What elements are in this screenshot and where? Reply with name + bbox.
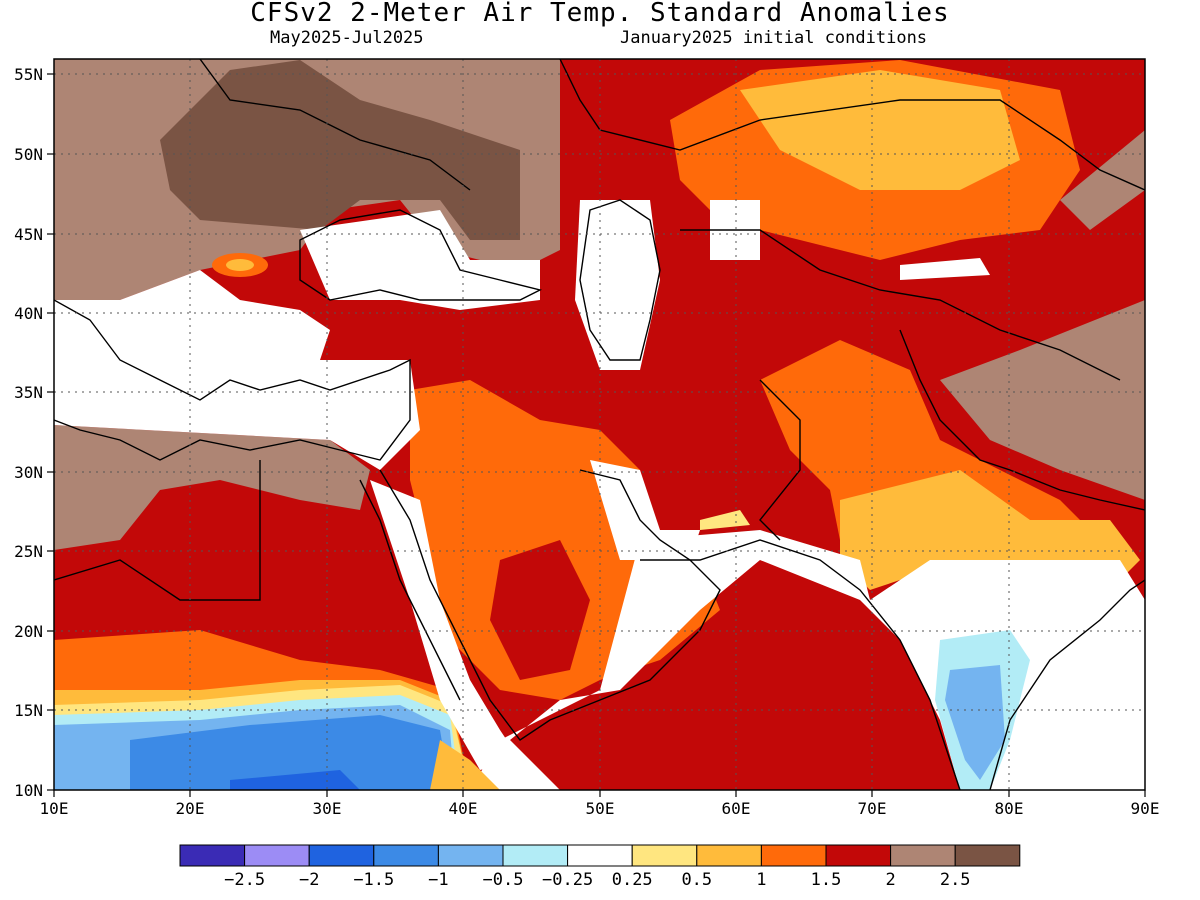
colorbar-swatch bbox=[502, 844, 569, 867]
lat-label: 20N bbox=[14, 622, 43, 641]
colorbar-swatch bbox=[696, 844, 762, 867]
lon-label: 40E bbox=[449, 799, 478, 818]
lat-label: 30N bbox=[14, 463, 43, 482]
map-title: CFSv2 2-Meter Air Temp. Standard Anomali… bbox=[250, 0, 950, 28]
colorbar-label: −1.5 bbox=[353, 870, 394, 890]
lat-label: 50N bbox=[14, 145, 43, 164]
colorbar-label: −2.5 bbox=[224, 870, 265, 890]
colorbar-swatch bbox=[954, 844, 1021, 867]
colorbar-label: 2 bbox=[885, 870, 895, 890]
lat-label: 45N bbox=[14, 225, 43, 244]
axis-ticks bbox=[47, 73, 1146, 797]
lon-label: 30E bbox=[313, 799, 342, 818]
colorbar-label: −2 bbox=[299, 870, 319, 890]
lat-label: 40N bbox=[14, 304, 43, 323]
lon-label: 10E bbox=[40, 799, 69, 818]
colorbar-label: 0.25 bbox=[612, 870, 653, 890]
colorbar-swatch bbox=[567, 844, 633, 867]
colorbar-label: 1.5 bbox=[811, 870, 842, 890]
colorbar-swatch bbox=[825, 844, 892, 867]
lon-label: 50E bbox=[586, 799, 615, 818]
colorbar-swatch bbox=[437, 844, 504, 867]
colorbar-swatch bbox=[760, 844, 827, 867]
colorbar-swatch bbox=[179, 844, 246, 867]
colorbar-swatch bbox=[373, 844, 439, 867]
lat-label: 10N bbox=[14, 781, 43, 800]
colorbar-label: −1 bbox=[428, 870, 448, 890]
colorbar-label: −0.5 bbox=[483, 870, 524, 890]
lon-label: 80E bbox=[995, 799, 1024, 818]
longitude-labels: 10E 20E 30E 40E 50E 60E 70E 80E 90E bbox=[40, 799, 1160, 818]
lat-label: 15N bbox=[14, 701, 43, 720]
colorbar: −2.5 −2 −1.5 −1 −0.5 −0.25 0.25 0.5 1 1.5 2 2.5 bbox=[179, 844, 1021, 890]
lon-label: 70E bbox=[858, 799, 887, 818]
lat-label: 35N bbox=[14, 383, 43, 402]
anomaly-field bbox=[54, 59, 1145, 790]
colorbar-label: 2.5 bbox=[940, 870, 971, 890]
forecast-period: May2025-Jul2025 bbox=[270, 28, 424, 48]
latitude-labels: 55N 50N 45N 40N 35N 30N 25N 20N 15N 10N bbox=[14, 65, 43, 800]
graticule bbox=[54, 59, 1145, 790]
colorbar-swatch bbox=[244, 844, 310, 867]
initial-conditions: January2025 initial conditions bbox=[620, 28, 928, 48]
colorbar-label: −0.25 bbox=[542, 870, 593, 890]
colorbar-swatch bbox=[631, 844, 698, 867]
lon-label: 60E bbox=[722, 799, 751, 818]
colorbar-swatch bbox=[308, 844, 375, 867]
lon-label: 20E bbox=[176, 799, 205, 818]
colorbar-label: 0.5 bbox=[681, 870, 712, 890]
colorbar-swatch bbox=[890, 844, 956, 867]
colorbar-label: 1 bbox=[756, 870, 766, 890]
lat-label: 55N bbox=[14, 65, 43, 84]
lon-label: 90E bbox=[1131, 799, 1160, 818]
coastlines bbox=[54, 59, 1145, 790]
lat-label: 25N bbox=[14, 542, 43, 561]
